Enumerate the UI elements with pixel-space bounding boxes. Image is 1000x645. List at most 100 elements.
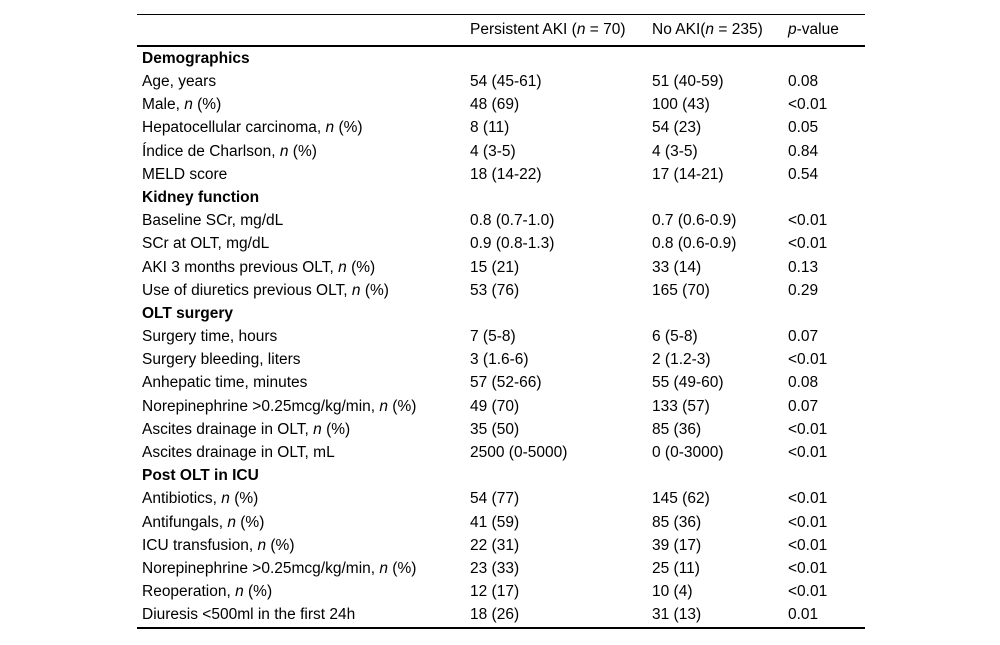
- value-no-aki: 10 (4): [652, 583, 693, 601]
- p-value: 0.29: [788, 281, 819, 299]
- p-value: 0.01: [788, 606, 819, 624]
- p-value: 0.05: [788, 119, 819, 137]
- table-row: Anhepatic time, minutes 57 (52-66) 55 (49-…: [137, 372, 865, 395]
- value-persistent-aki: 12 (17): [470, 583, 520, 601]
- section-row: Kidney function: [137, 186, 865, 209]
- p-value: 0.84: [788, 142, 819, 160]
- value-persistent-aki: 57 (52-66): [470, 374, 542, 392]
- value-no-aki: 165 (70): [652, 281, 710, 299]
- value-persistent-aki: 4 (3-5): [470, 142, 516, 160]
- value-persistent-aki: 0.9 (0.8-1.3): [470, 235, 555, 253]
- section-row: Post OLT in ICU: [137, 464, 865, 487]
- value-persistent-aki: 3 (1.6-6): [470, 351, 529, 369]
- column-header-no-aki: No AKI(n = 235): [652, 21, 763, 39]
- table-header-row: Persistent AKI (n = 70) No AKI(n = 235) …: [137, 15, 865, 47]
- value-persistent-aki: 22 (31): [470, 536, 520, 554]
- table-row: SCr at OLT, mg/dL 0.9 (0.8-1.3) 0.8 (0.6-0…: [137, 233, 865, 256]
- value-persistent-aki: 18 (26): [470, 606, 520, 624]
- value-persistent-aki: 41 (59): [470, 513, 520, 531]
- row-label: Age, years: [142, 73, 217, 91]
- section-title: Demographics: [142, 49, 250, 67]
- value-no-aki: 55 (49-60): [652, 374, 724, 392]
- value-no-aki: 85 (36): [652, 420, 702, 438]
- table-row: Surgery bleeding, liters 3 (1.6-6) 2 (1.2-…: [137, 348, 865, 371]
- value-persistent-aki: 18 (14-22): [470, 165, 542, 183]
- table-row: AKI 3 months previous OLT, n (%) 15 (21) 3…: [137, 256, 865, 279]
- value-no-aki: 6 (5-8): [652, 328, 698, 346]
- row-label: SCr at OLT, mg/dL: [142, 235, 270, 253]
- value-no-aki: 0.8 (0.6-0.9): [652, 235, 737, 253]
- value-persistent-aki: 49 (70): [470, 397, 520, 415]
- value-no-aki: 17 (14-21): [652, 165, 724, 183]
- column-header-persistent-aki: Persistent AKI (n = 70): [470, 21, 626, 39]
- value-no-aki: 100 (43): [652, 96, 710, 114]
- value-no-aki: 4 (3-5): [652, 142, 698, 160]
- p-value: 0.08: [788, 374, 819, 392]
- table-body: Demographics Age, years 54 (45-61) 51 (40-5…: [137, 47, 865, 629]
- p-value: 0.07: [788, 328, 819, 346]
- p-value: <0.01: [788, 235, 828, 253]
- table-row: ICU transfusion, n (%) 22 (31) 39 (17) <0.0…: [137, 534, 865, 557]
- section-title: Post OLT in ICU: [142, 467, 259, 485]
- p-value: <0.01: [788, 559, 828, 577]
- value-no-aki: 133 (57): [652, 397, 710, 415]
- table-row: Ascites drainage in OLT, mL 2500 (0-5000)…: [137, 441, 865, 464]
- table-row: MELD score 18 (14-22) 17 (14-21) 0.54: [137, 163, 865, 186]
- value-persistent-aki: 23 (33): [470, 559, 520, 577]
- p-value: <0.01: [788, 513, 828, 531]
- value-no-aki: 0 (0-3000): [652, 444, 724, 462]
- row-label: Reoperation, n (%): [142, 583, 273, 601]
- p-value: <0.01: [788, 351, 828, 369]
- p-value: 0.08: [788, 73, 819, 91]
- value-no-aki: 33 (14): [652, 258, 702, 276]
- row-label: Surgery bleeding, liters: [142, 351, 301, 369]
- table-row: Age, years 54 (45-61) 51 (40-59) 0.08: [137, 70, 865, 93]
- row-label: Norepinephrine >0.25mcg/kg/min, n (%): [142, 559, 417, 577]
- p-value: 0.54: [788, 165, 819, 183]
- value-persistent-aki: 8 (11): [470, 119, 510, 137]
- section-row: OLT surgery: [137, 302, 865, 325]
- row-label: Índice de Charlson, n (%): [142, 142, 317, 160]
- p-value: <0.01: [788, 444, 828, 462]
- table-row: Hepatocellular carcinoma, n (%) 8 (11) 54 …: [137, 117, 865, 140]
- row-label: Hepatocellular carcinoma, n (%): [142, 119, 363, 137]
- table-row: Male, n (%) 48 (69) 100 (43) <0.01: [137, 93, 865, 116]
- value-no-aki: 0.7 (0.6-0.9): [652, 212, 737, 230]
- value-persistent-aki: 35 (50): [470, 420, 520, 438]
- value-no-aki: 54 (23): [652, 119, 702, 137]
- table-row: Diuresis <500ml in the first 24h 18 (26) 3…: [137, 604, 865, 627]
- value-no-aki: 85 (36): [652, 513, 702, 531]
- row-label: Anhepatic time, minutes: [142, 374, 308, 392]
- value-no-aki: 31 (13): [652, 606, 702, 624]
- value-persistent-aki: 48 (69): [470, 96, 520, 114]
- row-label: Antibiotics, n (%): [142, 490, 259, 508]
- value-persistent-aki: 53 (76): [470, 281, 520, 299]
- table-row: Reoperation, n (%) 12 (17) 10 (4) <0.01: [137, 580, 865, 603]
- table-row: Use of diuretics previous OLT, n (%) 53 (…: [137, 279, 865, 302]
- row-label: MELD score: [142, 165, 228, 183]
- table-row: Surgery time, hours 7 (5-8) 6 (5-8) 0.07: [137, 325, 865, 348]
- value-no-aki: 51 (40-59): [652, 73, 724, 91]
- column-header-p-value: p-value: [788, 21, 839, 39]
- clinical-characteristics-table: Persistent AKI (n = 70) No AKI(n = 235) …: [137, 14, 865, 629]
- value-no-aki: 145 (62): [652, 490, 710, 508]
- table-row: Norepinephrine >0.25mcg/kg/min, n (%) 23 …: [137, 557, 865, 580]
- row-label: AKI 3 months previous OLT, n (%): [142, 258, 376, 276]
- value-persistent-aki: 7 (5-8): [470, 328, 516, 346]
- p-value: <0.01: [788, 536, 828, 554]
- row-label: Diuresis <500ml in the first 24h: [142, 606, 356, 624]
- section-title: Kidney function: [142, 188, 260, 206]
- row-label: Baseline SCr, mg/dL: [142, 212, 284, 230]
- p-value: <0.01: [788, 420, 828, 438]
- row-label: ICU transfusion, n (%): [142, 536, 295, 554]
- row-label: Surgery time, hours: [142, 328, 278, 346]
- row-label: Norepinephrine >0.25mcg/kg/min, n (%): [142, 397, 417, 415]
- section-title: OLT surgery: [142, 304, 234, 322]
- value-persistent-aki: 15 (21): [470, 258, 520, 276]
- row-label: Antifungals, n (%): [142, 513, 265, 531]
- table-row: Antifungals, n (%) 41 (59) 85 (36) <0.01: [137, 511, 865, 534]
- p-value: <0.01: [788, 212, 828, 230]
- row-label: Use of diuretics previous OLT, n (%): [142, 281, 389, 299]
- row-label: Ascites drainage in OLT, mL: [142, 444, 335, 462]
- table-row: Norepinephrine >0.25mcg/kg/min, n (%) 49 …: [137, 395, 865, 418]
